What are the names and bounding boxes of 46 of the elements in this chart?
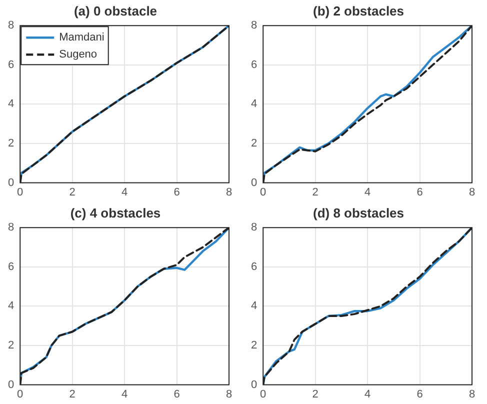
x-tick-label: 2	[69, 186, 76, 198]
x-tick-label: 8	[226, 388, 232, 400]
y-tick-label: 0	[8, 176, 14, 189]
y-tick-label: 6	[250, 260, 258, 273]
x-tick-label: 4	[364, 186, 371, 198]
x-tick-label: 6	[174, 388, 180, 400]
x-tick-label: 2	[312, 388, 318, 400]
x-tick-label: 6	[174, 186, 180, 198]
y-tick-label: 2	[8, 138, 14, 150]
y-tick-label: 8	[8, 222, 14, 234]
y-tick-label: 6	[8, 58, 14, 71]
x-tick-label: 6	[416, 388, 423, 400]
y-tick-label: 2	[250, 340, 258, 352]
y-tick-label: 6	[250, 58, 258, 71]
y-tick-label: 4	[250, 300, 258, 312]
x-tick-label: 4	[121, 186, 128, 198]
y-tick-label: 4	[8, 300, 14, 312]
x-tick-label: 4	[121, 388, 128, 400]
y-tick-label: 6	[8, 260, 14, 273]
x-tick-label: 8	[226, 186, 232, 198]
y-tick-label: 0	[250, 176, 258, 189]
y-tick-label: 4	[250, 98, 258, 110]
x-tick-label: 8	[468, 388, 476, 400]
y-tick-label: 4	[8, 98, 14, 110]
x-tick-label: 0	[260, 388, 266, 400]
y-tick-label: 8	[250, 20, 258, 32]
legend-label: Sugeno	[59, 48, 98, 61]
x-tick-label: 2	[312, 186, 318, 198]
chart-title: (c) 4 obstacles	[70, 205, 161, 220]
x-tick-label: 4	[364, 388, 371, 400]
x-tick-label: 6	[416, 186, 423, 198]
chart-title: (d) 8 obstacles	[312, 205, 404, 220]
chart-title: (b) 2 obstacles	[312, 3, 404, 18]
x-tick-label: 0	[17, 186, 24, 198]
y-tick-label: 2	[250, 138, 258, 150]
y-tick-label: 2	[8, 340, 14, 352]
y-tick-label: 8	[250, 222, 258, 234]
legend-label: Mamdani	[59, 32, 104, 44]
y-tick-label: 0	[8, 378, 14, 391]
x-tick-label: 0	[17, 388, 24, 400]
chart-title: (a) 0 obstacle	[74, 3, 158, 18]
x-tick-label: 2	[69, 388, 76, 400]
y-tick-label: 8	[8, 20, 14, 32]
x-tick-label: 8	[468, 186, 476, 198]
x-tick-label: 0	[260, 186, 266, 198]
y-tick-label: 0	[250, 378, 258, 391]
